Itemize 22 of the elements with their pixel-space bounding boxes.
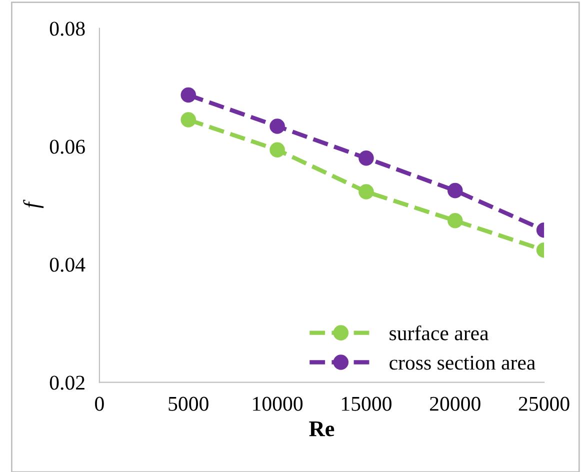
x-tick-label: 0 — [95, 396, 104, 411]
x-axis-title: Re — [309, 422, 334, 436]
y-tick-label: 0.04 — [50, 258, 86, 272]
y-tick-label: 0.06 — [50, 140, 85, 154]
y-tick-label: 0.02 — [50, 376, 84, 390]
point — [180, 112, 196, 128]
y-axis-title: f — [23, 200, 44, 208]
point — [180, 87, 196, 103]
point — [270, 118, 285, 134]
x-tick-label: 5000 — [168, 396, 208, 411]
legend-label: cross section area — [390, 356, 536, 370]
x-tick-label: 10000 — [253, 396, 303, 411]
x-tick-label: 15000 — [342, 396, 392, 411]
y-tick-label: 0.08 — [50, 22, 85, 36]
point — [270, 142, 285, 158]
legend-label: surface area — [390, 325, 489, 340]
point — [358, 184, 374, 200]
x-tick-label: 20000 — [430, 396, 480, 411]
point — [358, 150, 374, 166]
x-tick-label: 25000 — [518, 396, 570, 411]
point — [447, 182, 463, 198]
point — [447, 213, 463, 228]
